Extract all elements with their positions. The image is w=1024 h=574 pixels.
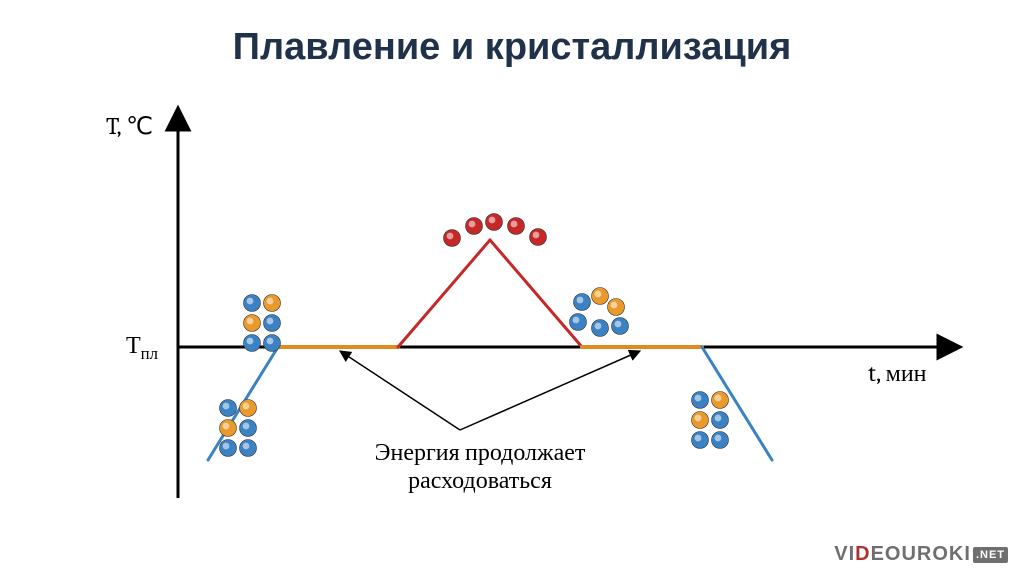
particle-highlight xyxy=(243,443,250,450)
particle-highlight xyxy=(573,317,580,324)
particle-highlight xyxy=(595,291,602,298)
segment-heat-liquid xyxy=(398,240,490,347)
particle-highlight xyxy=(715,395,722,402)
annotation-line-1: Энергия продолжает xyxy=(320,438,640,467)
watermark-net: .NET xyxy=(973,547,1008,563)
particle-highlight xyxy=(511,221,518,228)
watermark: VIDEOUROKI.NET xyxy=(834,543,1008,566)
y-tick-label: Тпл xyxy=(126,331,158,364)
particle-highlight xyxy=(247,298,254,305)
watermark-red: D xyxy=(855,543,870,565)
watermark-p1: VI xyxy=(834,543,855,565)
particle-highlight xyxy=(223,403,230,410)
annotation-arrow-1 xyxy=(460,351,640,430)
particle-highlight xyxy=(469,221,476,228)
particle-highlight xyxy=(611,302,618,309)
particle-highlight xyxy=(267,338,274,345)
particle-highlight xyxy=(243,403,250,410)
particle-highlight xyxy=(615,321,622,328)
particle-highlight xyxy=(533,232,540,239)
particle-highlight xyxy=(247,338,254,345)
particle-highlight xyxy=(267,318,274,325)
particle-highlight xyxy=(267,298,274,305)
particle-highlight xyxy=(223,443,230,450)
particle-highlight xyxy=(715,415,722,422)
particle-highlight xyxy=(715,435,722,442)
x-axis-label: t, мин xyxy=(868,359,927,388)
particle-highlight xyxy=(577,297,584,304)
y-axis-label: T, ℃ xyxy=(106,112,153,140)
segment-cool-liquid xyxy=(490,240,582,347)
particle-highlight xyxy=(695,395,702,402)
particle-highlight xyxy=(223,423,230,430)
particle-highlight xyxy=(247,318,254,325)
particle-highlight xyxy=(447,233,454,240)
particle-highlight xyxy=(243,423,250,430)
particle-highlight xyxy=(489,217,496,224)
annotation-arrow-0 xyxy=(340,351,460,430)
particle-highlight xyxy=(595,323,602,330)
particle-highlight xyxy=(695,415,702,422)
particle-highlight xyxy=(695,435,702,442)
watermark-p3: EOUROKI xyxy=(871,543,971,565)
annotation-line-2: расходоваться xyxy=(320,466,640,495)
